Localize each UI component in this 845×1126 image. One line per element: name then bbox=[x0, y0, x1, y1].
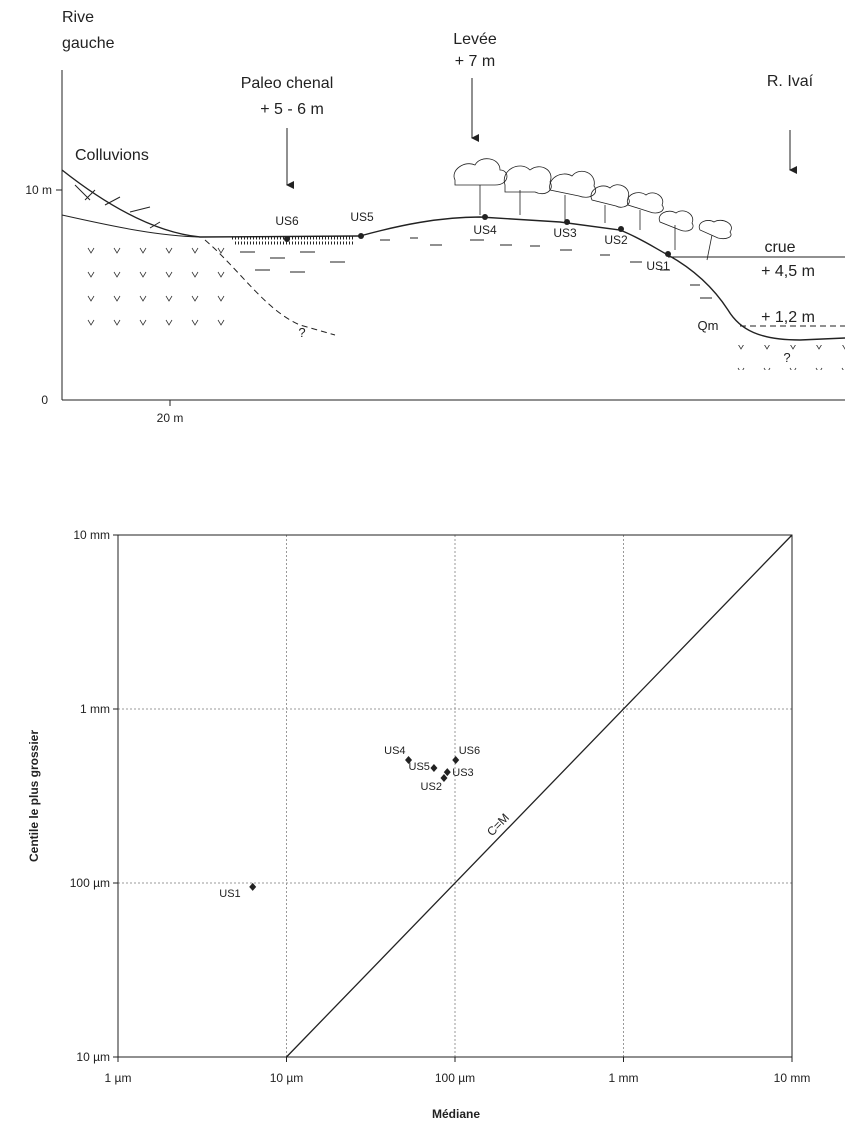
point bbox=[452, 756, 460, 765]
colluvium-marks bbox=[74, 184, 161, 229]
point bbox=[440, 774, 448, 783]
point-label: US6 bbox=[459, 745, 480, 757]
cross-section-labels: Rive gauche Paleo chenal + 5 - 6 m Levée… bbox=[25, 9, 815, 425]
label: + 5 - 6 m bbox=[260, 101, 324, 118]
unit-label: US3 bbox=[553, 226, 577, 240]
cross-section bbox=[56, 70, 845, 406]
hatching bbox=[70, 245, 235, 335]
x-tick-label: 10 mm bbox=[774, 1071, 811, 1085]
x-tick-label: 1 mm bbox=[609, 1071, 639, 1085]
paleochannel-base bbox=[204, 239, 336, 336]
y-tick-label: 10 µm bbox=[76, 1050, 110, 1064]
label: + 4,5 m bbox=[761, 263, 815, 280]
label: + 1,2 m bbox=[761, 309, 815, 326]
label: ? bbox=[783, 350, 790, 365]
label: Colluvions bbox=[75, 147, 149, 164]
sample-points bbox=[284, 214, 671, 257]
paleochannel-fill bbox=[232, 236, 355, 245]
label: gauche bbox=[62, 35, 115, 52]
label: Paleo chenal bbox=[241, 75, 334, 92]
label: + 7 m bbox=[455, 53, 495, 70]
y-axis-title: Centile le plus grossier bbox=[27, 730, 41, 862]
label: crue bbox=[764, 239, 795, 256]
x-tick-label: 100 µm bbox=[435, 1071, 475, 1085]
ground-line bbox=[61, 169, 845, 341]
label: Levée bbox=[453, 31, 497, 48]
point bbox=[249, 882, 257, 891]
unit-label: US2 bbox=[604, 233, 628, 247]
label: Qm bbox=[698, 318, 719, 333]
point-label: US2 bbox=[421, 781, 442, 793]
identity-label: C=M bbox=[484, 811, 512, 839]
y-tick-label: 1 mm bbox=[80, 702, 110, 716]
point-label: US5 bbox=[409, 761, 430, 773]
unit-label: US6 bbox=[275, 214, 299, 228]
point-label: US4 bbox=[384, 745, 405, 757]
label: R. Ivaí bbox=[767, 73, 814, 90]
label: Rive bbox=[62, 9, 94, 26]
unit-label: US1 bbox=[646, 259, 670, 273]
point-label: US1 bbox=[219, 888, 240, 900]
identity-line bbox=[286, 534, 793, 1058]
axis-label: 20 m bbox=[157, 411, 184, 425]
point-label: US3 bbox=[452, 767, 473, 779]
hatching bbox=[725, 345, 845, 370]
y-tick-label: 100 µm bbox=[70, 876, 110, 890]
axis-label: 10 m bbox=[25, 183, 52, 197]
x-axis-title: Médiane bbox=[432, 1107, 480, 1121]
point bbox=[405, 756, 413, 765]
sediment-marks bbox=[240, 237, 712, 299]
y-tick-label: 10 mm bbox=[73, 528, 110, 542]
point bbox=[430, 764, 438, 773]
plot-frame bbox=[117, 534, 793, 1058]
unit-label: US4 bbox=[473, 223, 497, 237]
unit-label: US5 bbox=[350, 210, 374, 224]
axis-label: 0 bbox=[41, 393, 48, 407]
label: ? bbox=[298, 325, 305, 340]
point bbox=[443, 768, 451, 777]
trees bbox=[453, 158, 732, 261]
colluvium-base bbox=[61, 214, 201, 238]
x-tick-label: 10 µm bbox=[270, 1071, 304, 1085]
x-tick-label: 1 µm bbox=[105, 1071, 132, 1085]
